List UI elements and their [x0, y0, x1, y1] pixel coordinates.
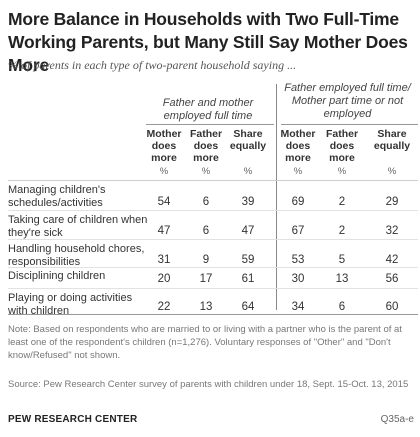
- unit-label: %: [293, 166, 303, 177]
- column-header: Share equally: [373, 128, 411, 152]
- table-rule: [8, 180, 418, 181]
- data-value: 32: [385, 225, 399, 237]
- data-value: 9: [202, 254, 210, 266]
- unit-label: %: [243, 166, 253, 177]
- column-header: Father does more: [325, 128, 359, 164]
- row-label: Handling household chores, responsibilit…: [8, 243, 145, 268]
- data-value: 29: [385, 196, 399, 208]
- unit-label: %: [387, 166, 397, 177]
- table-rule: [8, 314, 418, 315]
- row-separator: [8, 288, 418, 289]
- chart-subtitle: % of parents in each type of two-parent …: [8, 58, 297, 72]
- data-value: 64: [241, 301, 255, 313]
- group-header-father-full-time: Father employed full time/ Mother part t…: [284, 82, 411, 120]
- data-value: 31: [157, 254, 171, 266]
- group-divider: [276, 84, 277, 310]
- data-value: 13: [199, 301, 213, 313]
- column-header: Father does more: [189, 128, 223, 164]
- data-value: 59: [241, 254, 255, 266]
- question-code: Q35a-e: [380, 414, 414, 425]
- data-value: 47: [157, 225, 171, 237]
- unit-label: %: [337, 166, 347, 177]
- column-header: Mother does more: [280, 128, 316, 164]
- data-value: 2: [338, 225, 346, 237]
- data-value: 42: [385, 254, 399, 266]
- group-header-both-full-time: Father and mother employed full time: [162, 97, 254, 122]
- brand-label: PEW RESEARCH CENTER: [8, 414, 138, 425]
- group-underline-2: [281, 124, 418, 125]
- data-value: 22: [157, 301, 171, 313]
- data-value: 47: [241, 225, 255, 237]
- data-value: 6: [202, 225, 210, 237]
- data-value: 2: [338, 196, 346, 208]
- data-value: 54: [157, 196, 171, 208]
- unit-label: %: [159, 166, 169, 177]
- data-value: 13: [335, 273, 349, 285]
- unit-label: %: [201, 166, 211, 177]
- data-value: 6: [338, 301, 346, 313]
- data-value: 69: [291, 196, 305, 208]
- data-value: 56: [385, 273, 399, 285]
- data-value: 5: [338, 254, 346, 266]
- data-value: 6: [202, 196, 210, 208]
- row-separator: [8, 239, 418, 240]
- source-line: Source: Pew Research Center survey of pa…: [8, 379, 409, 390]
- row-label: Managing children's schedules/activities: [8, 184, 106, 209]
- group-underline-1: [146, 124, 274, 125]
- data-value: 60: [385, 301, 399, 313]
- data-value: 30: [291, 273, 305, 285]
- footnote: Note: Based on respondents who are marri…: [8, 324, 402, 361]
- data-value: 34: [291, 301, 305, 313]
- data-value: 39: [241, 196, 255, 208]
- row-label: Taking care of children when they're sic…: [8, 214, 148, 239]
- data-value: 53: [291, 254, 305, 266]
- data-value: 61: [241, 273, 255, 285]
- column-header: Share equally: [229, 128, 267, 152]
- data-value: 17: [199, 273, 213, 285]
- row-separator: [8, 267, 418, 268]
- data-value: 67: [291, 225, 305, 237]
- row-label: Disciplining children: [8, 270, 106, 282]
- column-header: Mother does more: [146, 128, 182, 164]
- row-separator: [8, 210, 418, 211]
- data-value: 20: [157, 273, 171, 285]
- chart-title: More Balance in Households with Two Full…: [8, 9, 408, 75]
